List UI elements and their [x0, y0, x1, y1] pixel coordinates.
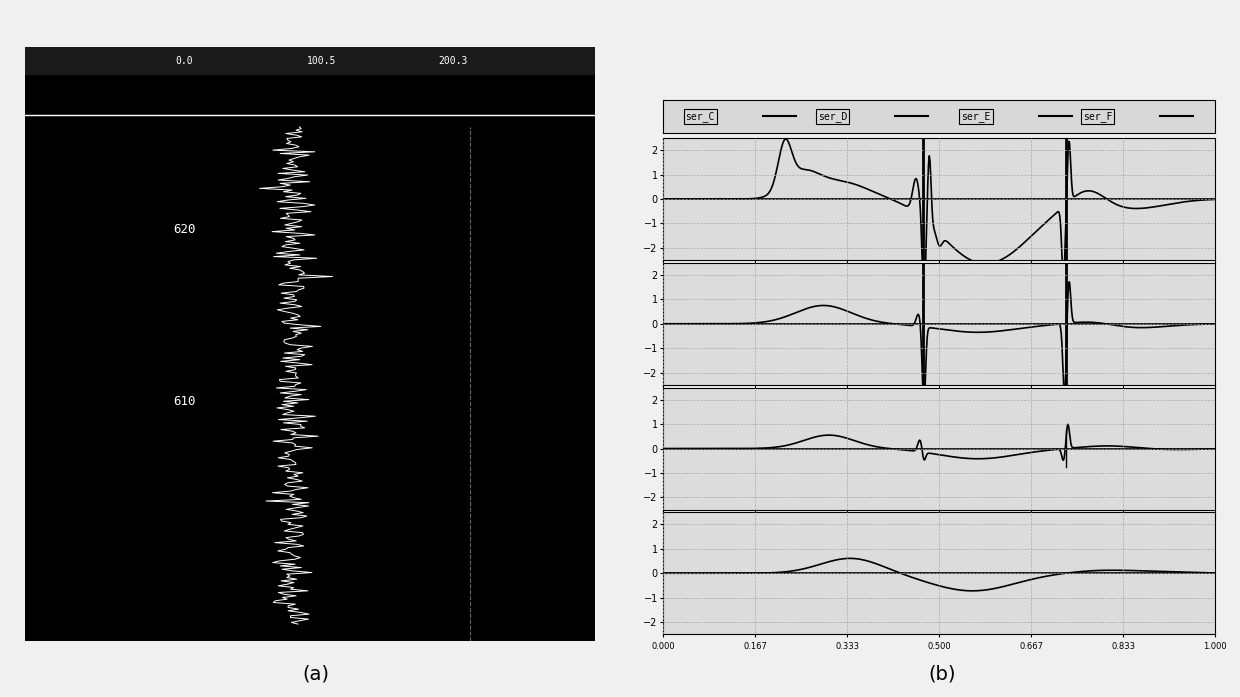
- Text: 610: 610: [174, 395, 196, 408]
- Text: ser_C: ser_C: [686, 111, 714, 122]
- Text: (b): (b): [929, 664, 956, 683]
- Text: 620: 620: [174, 223, 196, 236]
- Text: (a): (a): [303, 664, 330, 683]
- Text: ser_F: ser_F: [1083, 111, 1112, 122]
- Text: 100.5: 100.5: [306, 56, 336, 66]
- Text: 200.3: 200.3: [438, 56, 467, 66]
- Text: ser_E: ser_E: [961, 111, 991, 122]
- Text: ser_D: ser_D: [818, 111, 847, 122]
- Text: 0.0: 0.0: [176, 56, 193, 66]
